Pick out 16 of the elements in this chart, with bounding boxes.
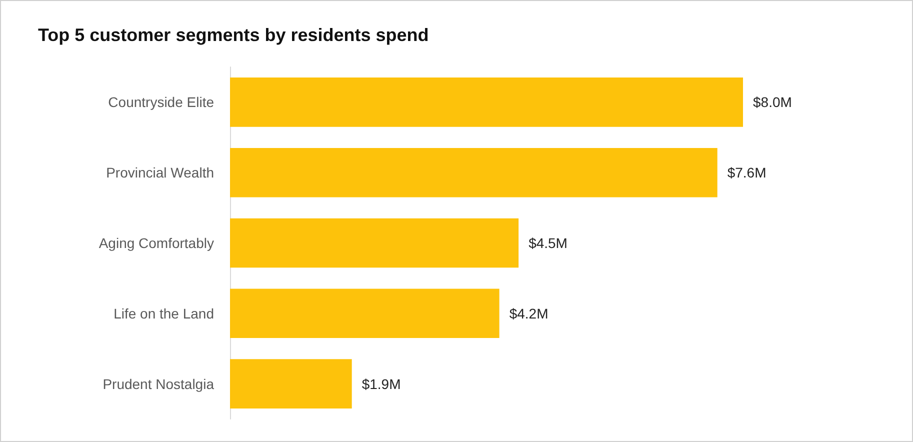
y-tick-label: Countryside Elite <box>108 94 214 110</box>
bar <box>230 78 743 127</box>
y-tick-label: Aging Comfortably <box>98 235 214 251</box>
bar <box>230 359 352 408</box>
y-tick-label: Life on the Land <box>114 305 214 322</box>
data-label: $8.0M <box>753 94 792 110</box>
data-label: $4.5M <box>528 235 568 251</box>
bar <box>230 148 718 198</box>
bar <box>230 218 519 268</box>
bar <box>230 288 500 338</box>
data-label: $4.2M <box>509 305 548 322</box>
y-tick-label: Prudent Nostalgia <box>102 376 214 392</box>
data-label: $1.9M <box>362 376 401 392</box>
data-label: $7.6M <box>727 164 766 181</box>
chart-title: Top 5 customer segments by residents spend <box>38 25 429 45</box>
y-tick-label: Provincial Wealth <box>106 164 214 181</box>
